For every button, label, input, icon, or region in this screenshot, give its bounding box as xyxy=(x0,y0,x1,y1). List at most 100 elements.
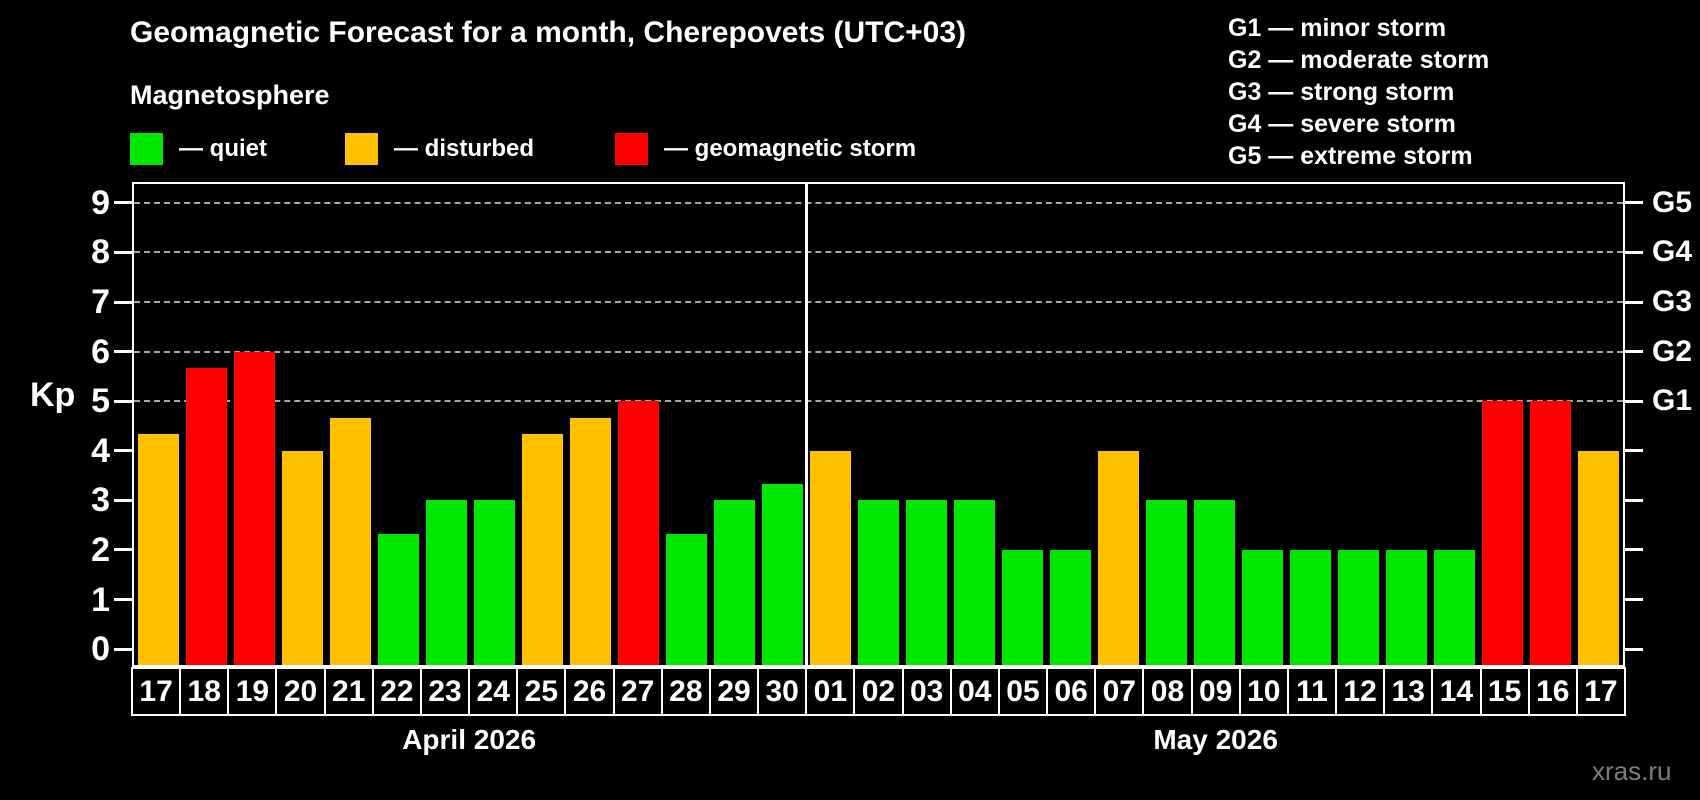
kp-bar-may-17 xyxy=(1578,450,1620,665)
kp-bar-may-07 xyxy=(1098,450,1140,665)
date-box-april-28: 28 xyxy=(660,667,711,716)
legend-item-quiet: — quiet xyxy=(130,131,267,167)
magnetosphere-subtitle: Magnetosphere xyxy=(130,80,330,110)
date-box-may-05: 05 xyxy=(997,667,1049,716)
date-box-may-02: 02 xyxy=(853,667,904,716)
storm-scale-legend: G1 — minor storm G2 — moderate storm G3 … xyxy=(1228,12,1489,172)
kp-bar-may-06 xyxy=(1050,549,1092,665)
kp-bar-may-13 xyxy=(1386,549,1428,665)
kp-bar-may-09 xyxy=(1194,500,1236,665)
quiet-swatch xyxy=(130,133,163,165)
date-box-april-29: 29 xyxy=(708,667,760,716)
right-axis-label-g5: G5 xyxy=(1652,185,1693,219)
gridline-kp7 xyxy=(134,301,1623,304)
y-tick-6 xyxy=(114,350,132,354)
y-tick-label-9: 9 xyxy=(91,183,110,222)
y-tick-label-4: 4 xyxy=(91,431,110,470)
y-tick-label-0: 0 xyxy=(91,630,110,669)
storm-scale-g5: G5 — extreme storm xyxy=(1228,142,1473,170)
date-box-may-06: 06 xyxy=(1046,667,1097,716)
right-tick-2 xyxy=(1625,548,1643,552)
y-tick-7 xyxy=(114,300,132,304)
page-title: Geomagnetic Forecast for a month, Cherep… xyxy=(130,16,967,49)
kp-bar-april-29 xyxy=(713,500,755,665)
month-separator xyxy=(804,184,808,665)
date-box-may-16: 16 xyxy=(1527,667,1578,716)
quiet-label: — quiet xyxy=(179,135,267,162)
kp-bar-april-25 xyxy=(521,434,563,665)
y-tick-2 xyxy=(114,548,132,552)
month-label-may: May 2026 xyxy=(1153,724,1278,755)
kp-bar-may-08 xyxy=(1146,500,1188,665)
right-tick-3 xyxy=(1625,498,1643,502)
date-box-may-07: 07 xyxy=(1094,667,1145,716)
date-box-april-23: 23 xyxy=(419,667,471,716)
x-axis-date-row: 17 18 19 20 21 22 23 24 25 26 27 28 29 30 01 02 03 04 05 06… xyxy=(131,667,1626,716)
legend-item-storm: — geomagnetic storm xyxy=(615,131,916,167)
kp-bar-april-30 xyxy=(761,484,803,665)
y-tick-label-1: 1 xyxy=(91,580,110,619)
kp-bar-april-17 xyxy=(137,434,179,665)
date-box-may-14: 14 xyxy=(1431,667,1482,716)
kp-bar-april-19 xyxy=(233,351,275,665)
date-box-april-30: 30 xyxy=(757,667,808,716)
kp-bar-may-04 xyxy=(954,500,996,665)
date-box-may-12: 12 xyxy=(1335,667,1386,716)
y-tick-label-2: 2 xyxy=(91,530,110,569)
month-label-row: April 2026 May 2026 xyxy=(132,724,1625,764)
kp-bar-may-15 xyxy=(1482,401,1524,665)
storm-scale-g3: G3 — strong storm xyxy=(1228,78,1455,106)
gridline-kp9 xyxy=(134,201,1623,204)
right-tick-8 xyxy=(1625,250,1643,254)
right-tick-6 xyxy=(1625,350,1643,354)
y-tick-1 xyxy=(114,598,132,602)
storm-swatch xyxy=(615,133,648,165)
y-tick-0 xyxy=(114,647,132,651)
plot-area xyxy=(132,182,1625,667)
gridline-kp6 xyxy=(134,350,1623,353)
y-tick-label-6: 6 xyxy=(91,332,110,371)
kp-bar-may-05 xyxy=(1002,549,1044,665)
date-box-may-15: 15 xyxy=(1479,667,1530,716)
date-box-may-13: 13 xyxy=(1383,667,1434,716)
disturbed-label: — disturbed xyxy=(394,135,535,162)
date-box-april-20: 20 xyxy=(275,667,326,716)
kp-bar-may-02 xyxy=(857,500,899,665)
kp-bar-may-10 xyxy=(1242,549,1284,665)
date-box-april-19: 19 xyxy=(227,667,278,716)
y-tick-label-3: 3 xyxy=(91,481,110,520)
date-box-april-22: 22 xyxy=(371,667,422,716)
y-tick-4 xyxy=(114,449,132,453)
date-box-may-11: 11 xyxy=(1286,667,1338,716)
kp-bar-april-18 xyxy=(185,367,227,665)
y-tick-label-8: 8 xyxy=(91,233,110,272)
storm-scale-g1: G1 — minor storm xyxy=(1228,14,1447,42)
y-tick-label-7: 7 xyxy=(91,283,110,322)
y-tick-3 xyxy=(114,498,132,502)
kp-bar-may-14 xyxy=(1434,549,1476,665)
date-box-may-10: 10 xyxy=(1238,667,1289,716)
y-tick-9 xyxy=(114,201,132,205)
right-tick-9 xyxy=(1625,201,1643,205)
kp-bar-april-26 xyxy=(569,417,611,665)
date-box-april-26: 26 xyxy=(564,667,615,716)
right-tick-0 xyxy=(1625,647,1643,651)
kp-bar-may-01 xyxy=(809,450,851,665)
date-box-may-01: 01 xyxy=(805,667,856,716)
y-tick-5 xyxy=(114,399,132,403)
disturbed-swatch xyxy=(345,133,378,165)
date-box-april-17: 17 xyxy=(131,667,182,716)
kp-bar-april-20 xyxy=(281,450,323,665)
kp-bar-april-22 xyxy=(377,533,419,665)
kp-bar-april-21 xyxy=(329,417,371,665)
date-box-april-27: 27 xyxy=(612,667,663,716)
right-tick-4 xyxy=(1625,449,1643,453)
kp-bar-may-11 xyxy=(1290,549,1332,665)
storm-label: — geomagnetic storm xyxy=(664,135,917,162)
watermark: xras.ru xyxy=(1592,756,1672,786)
y-tick-label-5: 5 xyxy=(91,382,110,421)
legend-item-disturbed: — disturbed xyxy=(345,131,534,167)
date-box-may-04: 04 xyxy=(949,667,1000,716)
gridline-kp5 xyxy=(134,400,1623,403)
